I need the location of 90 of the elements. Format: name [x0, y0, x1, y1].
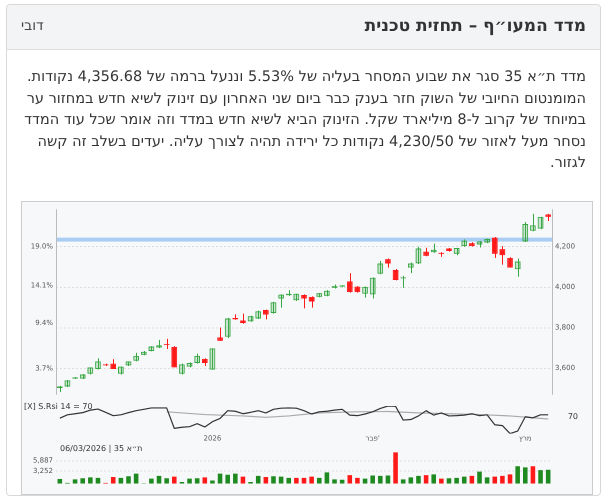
bar	[316, 478, 322, 484]
candlestick	[270, 301, 276, 314]
bar	[264, 477, 268, 484]
bar	[347, 475, 352, 484]
candlestick	[514, 258, 521, 278]
candlestick	[224, 317, 231, 339]
bar	[294, 478, 299, 484]
bar	[58, 478, 62, 484]
candlestick	[538, 216, 544, 230]
candlestick	[362, 286, 368, 298]
bar	[370, 476, 375, 484]
text: דובי	[21, 18, 44, 34]
candlestick	[301, 294, 307, 309]
bar	[149, 478, 154, 484]
candlestick	[500, 246, 506, 266]
bar	[454, 478, 459, 484]
text: 70	[568, 412, 578, 421]
bar	[218, 474, 222, 484]
bar	[508, 474, 512, 484]
candlestick	[416, 246, 422, 264]
bar	[362, 478, 368, 484]
bar	[96, 478, 100, 484]
bar	[332, 479, 337, 484]
bar	[424, 475, 428, 484]
candlestick	[385, 258, 391, 268]
bar	[484, 477, 490, 484]
bar	[164, 478, 169, 484]
bar	[172, 476, 177, 484]
chart-subtitle: מדד ת״א 35 סגר את שבוע המסחר בעליה של 5.53% וננעל ברמה של 4,356.68 נקודות. המומנטום החיובי של השוק חזר בענק כבר ביום שני האחרון עם זינוק לשיא חדש במחזור ער במיוחד של קרוב ל-8 מיליארד שקל. הזינוק הביא לשיא חדש במדד וזה אומר שכל עוד המדד נסחר מעל לאזור של 4,230/50 נקודות כל ירידה תהיה לצורך עליה. יעדים בשלב זה קשה לגזור.	[23, 68, 586, 173]
candlestick	[210, 348, 216, 370]
candlestick	[408, 262, 414, 274]
bar	[134, 474, 138, 484]
bar	[210, 480, 215, 484]
bar	[309, 476, 314, 484]
candlestick	[492, 236, 498, 258]
bar	[386, 476, 390, 484]
bar	[202, 477, 208, 484]
bar	[515, 466, 520, 484]
bar	[523, 467, 528, 484]
chart-title: [X] S.Rsi 14 = 70	[24, 402, 93, 411]
candlestick	[530, 213, 536, 232]
bar	[477, 472, 482, 484]
bar	[538, 470, 543, 484]
bar	[462, 476, 467, 484]
bar	[416, 476, 421, 484]
bar	[72, 479, 78, 484]
bar	[500, 476, 505, 484]
candlestick	[346, 272, 353, 294]
bar	[302, 478, 306, 484]
candlestick	[95, 358, 101, 370]
bar	[439, 478, 444, 484]
candlestick	[240, 313, 246, 324]
bar	[408, 477, 414, 484]
bar	[530, 466, 536, 484]
bar	[446, 478, 452, 484]
bar	[156, 476, 162, 484]
candlestick	[179, 363, 185, 376]
bar	[324, 472, 330, 484]
bar	[492, 476, 498, 484]
bar	[225, 474, 230, 484]
bar	[187, 478, 192, 484]
bar	[126, 476, 131, 484]
bar	[431, 474, 436, 484]
bar	[88, 477, 93, 484]
bar	[118, 478, 124, 484]
bar	[546, 470, 550, 484]
candlestick	[171, 346, 178, 368]
bar	[233, 474, 238, 484]
chart-title: מדד המעו״ף – תחזית טכנית	[364, 16, 586, 36]
bar	[286, 478, 292, 484]
bar	[271, 476, 276, 484]
candlestick	[217, 326, 223, 342]
bar	[393, 452, 398, 484]
bar	[256, 476, 261, 484]
bar	[110, 477, 116, 484]
bar	[340, 480, 344, 484]
bar	[80, 478, 85, 484]
bar	[240, 476, 246, 484]
candlestick	[370, 276, 376, 299]
candlestick	[522, 222, 528, 243]
candlestick	[392, 268, 398, 281]
candlestick	[377, 260, 384, 275]
bar	[194, 478, 200, 484]
annotation: 06/03/2026 | 35 ת״א	[60, 444, 142, 453]
bar	[355, 478, 360, 484]
candlestick	[278, 294, 284, 308]
bar	[278, 476, 284, 484]
bar	[400, 479, 406, 484]
bar	[470, 476, 474, 484]
bar	[378, 476, 383, 484]
